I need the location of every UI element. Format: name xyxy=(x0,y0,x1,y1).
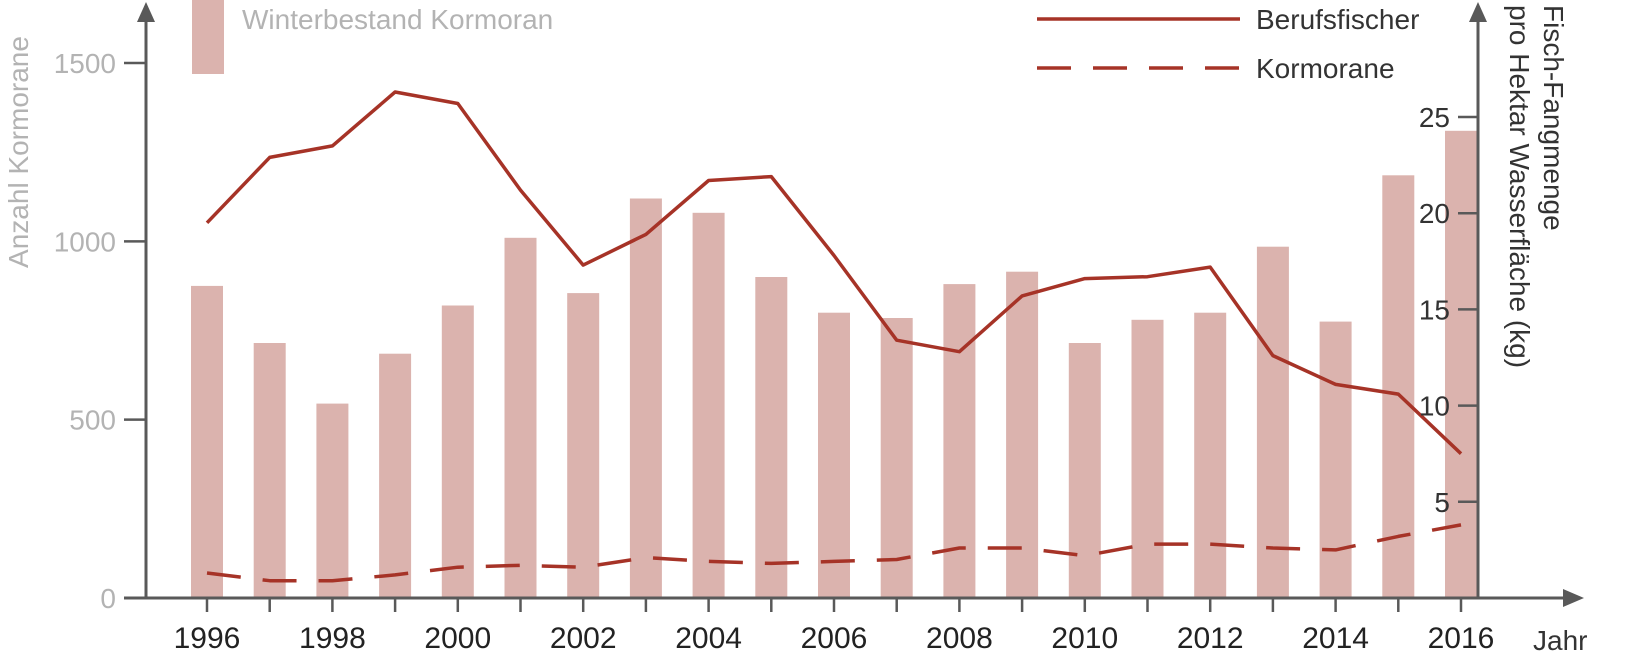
series-lines xyxy=(205,90,1463,583)
x-tick-label-1996: 1996 xyxy=(174,622,241,655)
bar-2011 xyxy=(1131,319,1164,598)
line-berufsfischer xyxy=(205,90,1463,455)
bar-2012 xyxy=(1194,312,1227,598)
legend-dashed-label: Kormorane xyxy=(1256,53,1395,84)
axes: 0 500 1000 1500 5 10 15 20 25 1996 1998 2000 2002 200… xyxy=(54,2,1584,655)
legend-bar-swatch xyxy=(192,0,224,74)
y-right-tick-label-20: 20 xyxy=(1419,198,1450,229)
legend: Winterbestand Kormoran Berufsfischer Kor… xyxy=(192,0,1419,84)
bar-2014 xyxy=(1319,321,1352,598)
bar-2001 xyxy=(504,237,537,599)
x-tick-label-2004: 2004 xyxy=(675,622,742,655)
bar-2004 xyxy=(692,212,725,599)
y-left-tick-label-500: 500 xyxy=(69,405,116,436)
bar-1996 xyxy=(191,285,223,598)
bar-2009 xyxy=(1006,271,1039,598)
x-tick-label-2012: 2012 xyxy=(1177,622,1244,655)
x-tick-label-2016: 2016 xyxy=(1428,622,1495,655)
y-axis-right-title-line2: pro Hektar Wasserfläche (kg) xyxy=(1504,5,1535,368)
bar-1999 xyxy=(379,353,412,598)
x-tick-label-2002: 2002 xyxy=(550,622,617,655)
x-tick-label-2010: 2010 xyxy=(1051,622,1118,655)
bar-2007 xyxy=(880,318,913,598)
bar-2010 xyxy=(1068,343,1101,598)
y-left-tick-label-1000: 1000 xyxy=(54,226,116,257)
x-axis-title: Jahr xyxy=(1533,625,1587,656)
bar-2003 xyxy=(629,198,662,598)
bar-2008 xyxy=(943,284,976,598)
bars xyxy=(191,130,1477,599)
x-tick-label-1998: 1998 xyxy=(299,622,366,655)
y-axis-left-arrow xyxy=(137,2,155,22)
bar-2016 xyxy=(1445,130,1477,599)
bar-2005 xyxy=(755,277,788,598)
x-tick-label-2000: 2000 xyxy=(424,622,491,655)
y-left-tick-label-1500: 1500 xyxy=(54,48,116,79)
x-axis-arrow xyxy=(1563,589,1584,607)
bar-1998 xyxy=(316,403,349,598)
y-right-tick-label-25: 25 xyxy=(1419,102,1450,133)
y-axis-right-arrow xyxy=(1469,2,1487,22)
bar-1997 xyxy=(253,343,286,598)
bar-2000 xyxy=(441,305,474,598)
y-right-tick-label-15: 15 xyxy=(1419,294,1450,325)
y-right-tick-label-10: 10 xyxy=(1419,391,1450,422)
x-tick-label-2006: 2006 xyxy=(801,622,868,655)
line-kormorane xyxy=(206,523,1462,583)
y-axis-left-title: Anzahl Kormorane xyxy=(3,36,34,268)
legend-solid-label: Berufsfischer xyxy=(1256,4,1419,35)
bar-2002 xyxy=(567,293,600,598)
bar-2006 xyxy=(818,312,850,598)
bar-2015 xyxy=(1382,175,1415,599)
y-left-tick-label-0: 0 xyxy=(100,583,116,614)
x-tick-label-2008: 2008 xyxy=(926,622,993,655)
y-axis-right-title-line1: Fisch-Fangmenge xyxy=(1538,5,1569,231)
x-tick-label-2014: 2014 xyxy=(1302,622,1369,655)
y-right-tick-label-5: 5 xyxy=(1434,487,1450,518)
legend-bar-label: Winterbestand Kormoran xyxy=(242,4,553,35)
bar-2013 xyxy=(1256,246,1289,598)
